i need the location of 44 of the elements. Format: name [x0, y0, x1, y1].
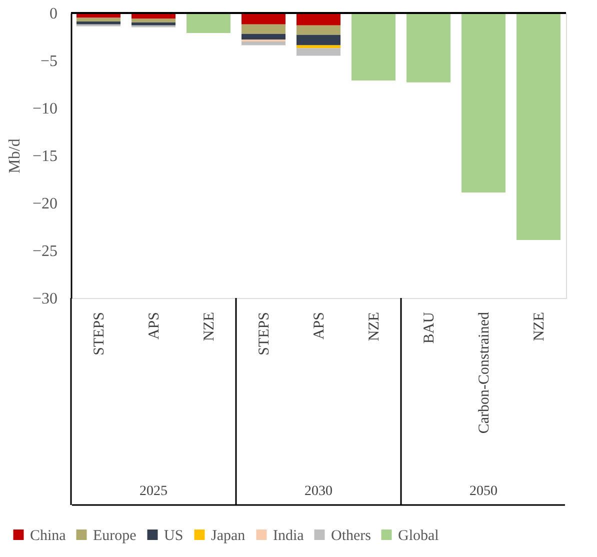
- x-tick-label: STEPS: [92, 312, 108, 356]
- x-tick-label: APS: [146, 312, 162, 340]
- y-tick-label: −20: [32, 196, 58, 212]
- bar: [132, 22, 176, 26]
- text: 2050: [470, 484, 498, 499]
- bar: [242, 24, 286, 34]
- y-tick-label: −5: [40, 53, 58, 70]
- x-tick-label: STEPS: [256, 312, 272, 356]
- legend-label: Global: [398, 528, 439, 544]
- bar: [186, 13, 230, 33]
- bar: [462, 13, 506, 193]
- x-tick-label: NZE: [366, 312, 382, 342]
- bar: [132, 18, 176, 22]
- bar: [296, 48, 340, 56]
- bar: [516, 13, 560, 240]
- bar: [296, 25, 340, 35]
- legend-label: Japan: [211, 528, 246, 544]
- bar: [242, 13, 286, 24]
- x-tick-label: BAU: [422, 312, 438, 344]
- y-tick-label: −30: [32, 290, 58, 308]
- bar: [242, 42, 286, 46]
- x-tick-label: NZE: [202, 312, 218, 342]
- bar: [76, 22, 120, 24]
- x-tick-label: NZE: [532, 312, 548, 342]
- text: 2025: [140, 484, 168, 499]
- bar: [242, 34, 286, 40]
- bar: [296, 13, 340, 26]
- bar: [76, 18, 120, 22]
- y-tick-label: 0: [50, 6, 58, 22]
- y-tick-label: −10: [32, 100, 58, 118]
- x-tick-label: APS: [312, 312, 328, 340]
- legend-label: Others: [331, 528, 372, 544]
- y-tick-label: −15: [32, 148, 58, 165]
- legend-label: US: [164, 528, 184, 544]
- y-tick-label: −25: [32, 243, 58, 260]
- x-tick-label: Carbon-Constrained: [476, 312, 492, 434]
- bar: [406, 13, 450, 82]
- legend-label: India: [273, 528, 304, 544]
- bar: [352, 13, 396, 80]
- y-axis-title: Mb/d: [6, 138, 24, 174]
- bar: [296, 34, 340, 46]
- legend-label: China: [30, 528, 66, 544]
- legend-label: Europe: [93, 528, 137, 544]
- text: 2030: [304, 484, 332, 499]
